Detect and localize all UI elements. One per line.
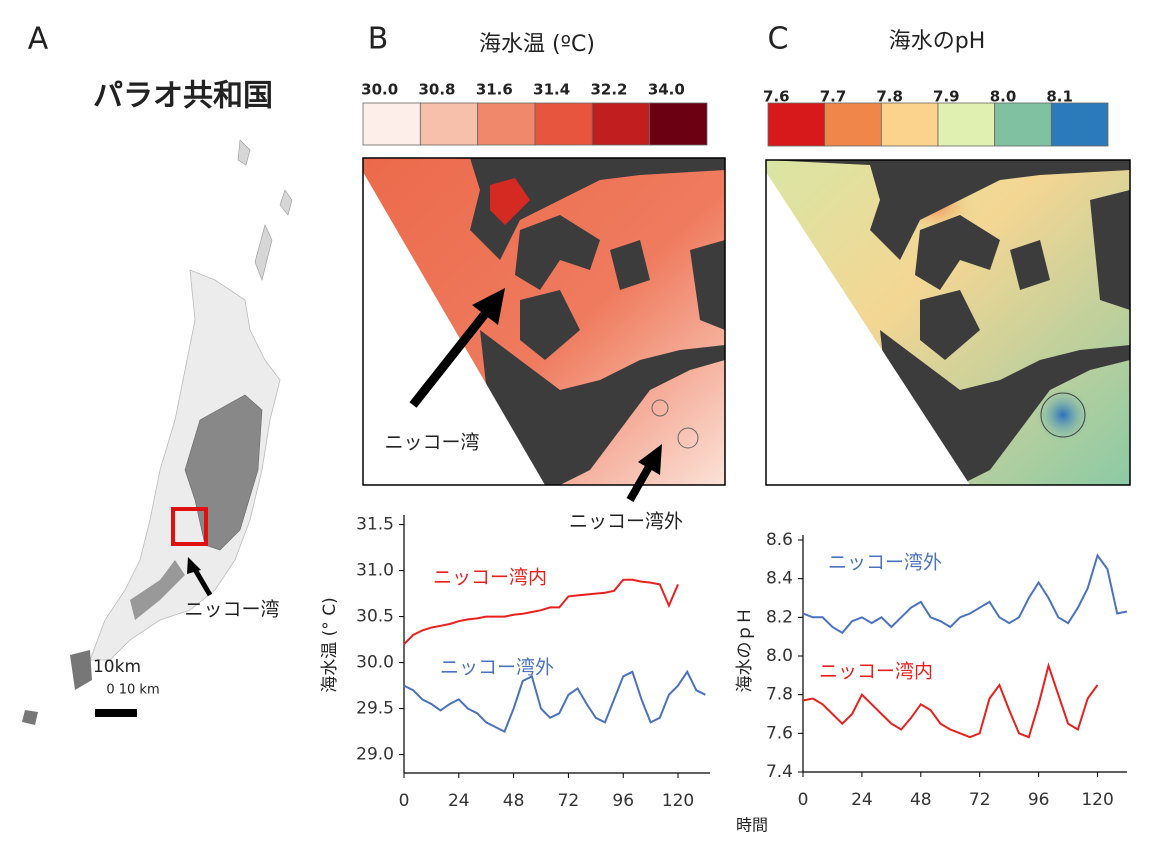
colorbar-label: 7.7 bbox=[820, 88, 847, 106]
x-tick-label: 0 bbox=[399, 791, 410, 811]
y-tick-label: 29.0 bbox=[356, 745, 394, 765]
map-label: ニッコー湾外 bbox=[569, 511, 683, 533]
colorbar-swatch bbox=[477, 102, 536, 146]
x-tick-label: 120 bbox=[662, 791, 694, 811]
scale-ticks: 0 10 km bbox=[106, 683, 159, 698]
y-tick-label: 8.4 bbox=[766, 569, 793, 589]
map-title: パラオ共和国 bbox=[93, 79, 273, 114]
y-axis-label: 海水温 (° C) bbox=[320, 597, 340, 692]
map-title: 海水のpH bbox=[889, 29, 986, 54]
y-tick-label: 8.0 bbox=[766, 646, 793, 666]
colorbar-swatch bbox=[880, 102, 939, 147]
map-label: ニッコー湾 bbox=[384, 432, 479, 454]
colorbar-label: 8.0 bbox=[990, 88, 1017, 106]
y-tick-label: 7.6 bbox=[766, 723, 793, 743]
panel-label: A bbox=[28, 22, 49, 57]
scale-label: 10km bbox=[93, 657, 141, 677]
colorbar-swatch bbox=[591, 102, 651, 146]
x-tick-label: 24 bbox=[851, 790, 873, 810]
colorbar: 30.0 30.8 31.6 31.4 32.2 34.0 bbox=[361, 81, 708, 146]
x-tick-label: 0 bbox=[798, 790, 809, 810]
colorbar-label: 7.6 bbox=[763, 88, 790, 106]
colorbar-label: 31.4 bbox=[533, 81, 570, 99]
map-label: ニッコー湾 bbox=[184, 599, 279, 621]
series-line bbox=[802, 553, 1128, 635]
x-tick-label: 48 bbox=[503, 791, 525, 811]
colorbar-label: 32.2 bbox=[590, 81, 627, 99]
x-tick-label: 24 bbox=[448, 791, 470, 811]
colorbar-swatch bbox=[767, 102, 826, 147]
x-tick-label: 48 bbox=[910, 790, 932, 810]
palau-map bbox=[22, 139, 293, 725]
series-line bbox=[403, 669, 706, 733]
y-tick-label: 29.5 bbox=[356, 699, 394, 719]
colorbar-label: 30.0 bbox=[361, 81, 398, 99]
y-tick-label: 7.8 bbox=[766, 685, 793, 705]
temperature-map bbox=[362, 157, 726, 502]
y-tick-label: 8.6 bbox=[766, 530, 793, 550]
colorbar-swatch bbox=[419, 102, 479, 146]
colorbar: 7.6 7.7 7.8 7.9 8.0 8.1 bbox=[763, 88, 1109, 147]
colorbar-label: 34.0 bbox=[648, 81, 685, 99]
x-tick-label: 120 bbox=[1081, 790, 1113, 810]
ph-map bbox=[765, 159, 1131, 486]
colorbar-label: 30.8 bbox=[418, 81, 455, 99]
series-label: ニッコー湾内 bbox=[433, 567, 547, 589]
colorbar-label: 7.9 bbox=[933, 88, 960, 106]
x-tick-label: 72 bbox=[558, 791, 580, 811]
y-tick-label: 7.4 bbox=[766, 762, 793, 782]
y-tick-label: 31.5 bbox=[356, 515, 394, 535]
colorbar-swatch bbox=[994, 102, 1052, 147]
x-tick-label: 96 bbox=[612, 791, 634, 811]
series-label: ニッコー湾内 bbox=[819, 661, 933, 683]
colorbar-swatch bbox=[649, 102, 708, 146]
colorbar-swatch bbox=[937, 102, 996, 147]
x-axis-label: 時間 bbox=[736, 816, 768, 835]
series-line bbox=[802, 662, 1099, 739]
y-tick-label: 8.2 bbox=[766, 607, 793, 627]
colorbar-swatch bbox=[824, 102, 882, 147]
colorbar-swatch bbox=[534, 102, 593, 146]
colorbar-label: 8.1 bbox=[1046, 88, 1073, 106]
colorbar-label: 7.8 bbox=[876, 88, 903, 106]
y-tick-label: 30.0 bbox=[356, 653, 394, 673]
series-label: ニッコー湾外 bbox=[440, 657, 554, 679]
x-tick-label: 96 bbox=[1028, 790, 1050, 810]
x-tick-label: 72 bbox=[969, 790, 991, 810]
panel-label: B bbox=[368, 22, 389, 57]
colorbar-label: 31.6 bbox=[476, 81, 513, 99]
series-line bbox=[403, 578, 679, 645]
y-tick-label: 31.0 bbox=[356, 561, 394, 581]
y-axis-label: 海水のｐＨ bbox=[735, 608, 755, 693]
y-tick-label: 30.5 bbox=[356, 607, 394, 627]
map-title: 海水温 (ºC) bbox=[479, 32, 595, 57]
series-label: ニッコー湾外 bbox=[828, 552, 942, 574]
panel-label: C bbox=[768, 22, 789, 57]
colorbar-swatch bbox=[362, 102, 421, 146]
colorbar-swatch bbox=[1050, 102, 1109, 147]
